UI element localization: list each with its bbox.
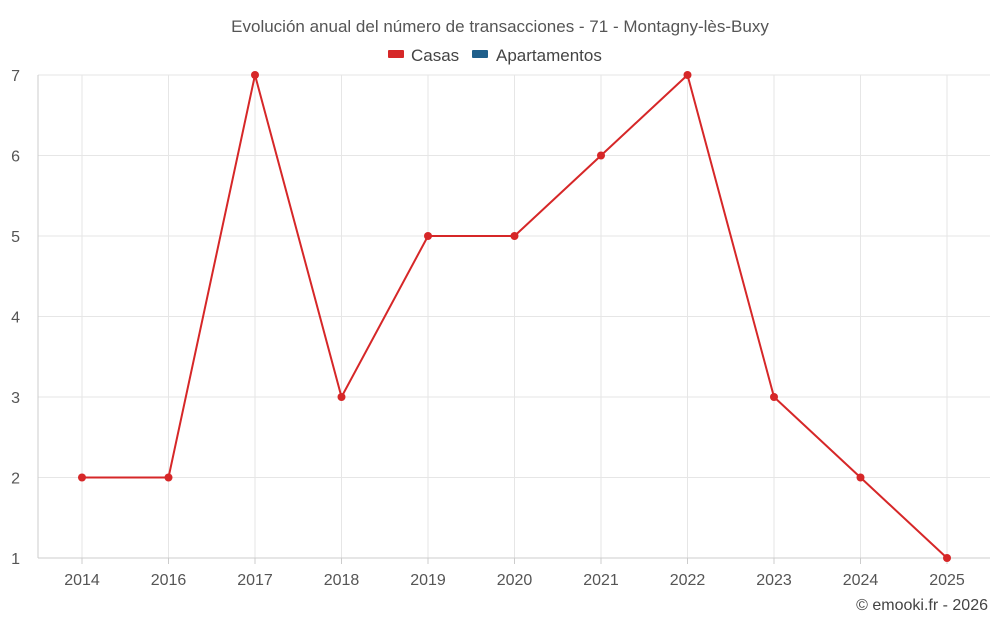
y-tick-label: 1	[11, 551, 20, 568]
data-point-casas[interactable]	[856, 473, 865, 482]
y-axis-ticks: 1 2 3 4 5 6 7	[11, 68, 20, 568]
legend-swatch-apartamentos	[472, 50, 488, 58]
x-tick-label: 2022	[670, 572, 706, 589]
x-tick-label: 2025	[929, 572, 965, 589]
y-tick-label: 3	[11, 390, 20, 407]
x-tick-label: 2020	[497, 572, 533, 589]
data-point-casas[interactable]	[164, 473, 173, 482]
x-tick-label: 2016	[151, 572, 187, 589]
data-point-casas[interactable]	[251, 71, 259, 79]
legend: Casas Apartamentos	[388, 46, 602, 65]
series-layer	[78, 71, 951, 562]
legend-item-casas[interactable]: Casas	[388, 46, 459, 65]
data-point-casas[interactable]	[424, 232, 432, 240]
credit-text: © emooki.fr - 2026	[856, 597, 988, 614]
chart-title: Evolución anual del número de transaccio…	[231, 17, 769, 36]
legend-swatch-casas	[388, 50, 404, 58]
x-tick-label: 2018	[324, 572, 360, 589]
data-point-casas[interactable]	[78, 473, 86, 482]
y-tick-label: 6	[11, 149, 20, 166]
data-point-casas[interactable]	[770, 393, 778, 401]
data-point-casas[interactable]	[943, 554, 951, 562]
x-tick-label: 2019	[410, 572, 446, 589]
x-tick-label: 2023	[756, 572, 792, 589]
y-tick-label: 2	[11, 471, 20, 488]
legend-item-apartamentos[interactable]: Apartamentos	[472, 46, 602, 65]
data-point-casas[interactable]	[683, 71, 692, 79]
legend-label-apartamentos: Apartamentos	[496, 46, 602, 65]
x-tick-label: 2024	[843, 572, 879, 589]
y-tick-label: 4	[11, 310, 20, 327]
x-tick-label: 2014	[64, 572, 100, 589]
x-tick-label: 2021	[583, 572, 619, 589]
data-point-casas[interactable]	[510, 232, 519, 240]
legend-label-casas: Casas	[411, 46, 459, 65]
y-tick-label: 7	[11, 68, 20, 85]
x-axis-ticks: 2014 2016 2017 2018 2019 2020 2021 2022 2023 2024…	[64, 572, 965, 589]
data-point-casas[interactable]	[597, 151, 605, 160]
grid	[37, 74, 990, 564]
x-tick-label: 2017	[237, 572, 273, 589]
y-tick-label: 5	[11, 229, 20, 246]
data-point-casas[interactable]	[337, 393, 346, 401]
